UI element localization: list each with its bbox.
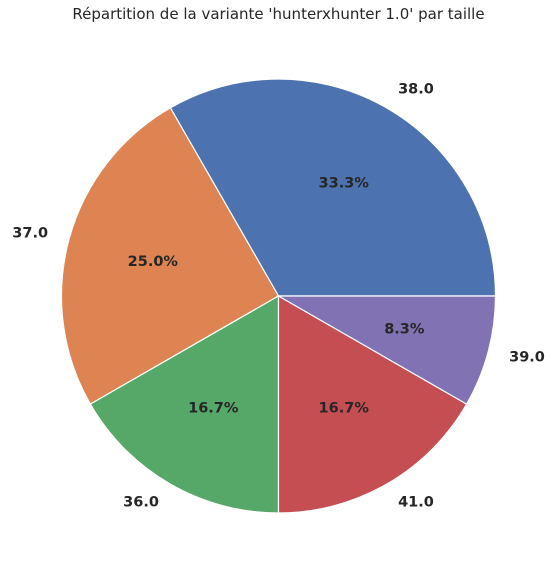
chart-title: Répartition de la variante 'hunterxhunte… (72, 5, 485, 23)
slice-category-label: 38.0 (398, 81, 434, 97)
pie-slice-38.0 (169, 78, 497, 297)
slice-percent-label: 25.0% (128, 254, 179, 270)
slice-percent-label: 8.3% (384, 322, 425, 338)
pie-slices (60, 78, 497, 514)
pie-labels: 38.0 33.3% 37.0 25.0% 36.0 16.7% 41.0 16.7% 39.0… (12, 81, 545, 510)
slice-percent-label: 16.7% (188, 401, 239, 417)
slice-category-label: 39.0 (509, 350, 545, 366)
pie-slice-41.0 (277, 294, 468, 514)
pie-slice-37.0 (60, 107, 280, 405)
slice-percent-label: 33.3% (319, 175, 370, 191)
pie-slice-39.0 (276, 295, 497, 405)
slice-category-label: 41.0 (398, 495, 434, 511)
pie-slice-36.0 (89, 294, 280, 514)
slice-percent-label: 16.7% (319, 401, 370, 417)
slice-category-label: 36.0 (123, 495, 159, 511)
slice-category-label: 37.0 (12, 226, 48, 242)
